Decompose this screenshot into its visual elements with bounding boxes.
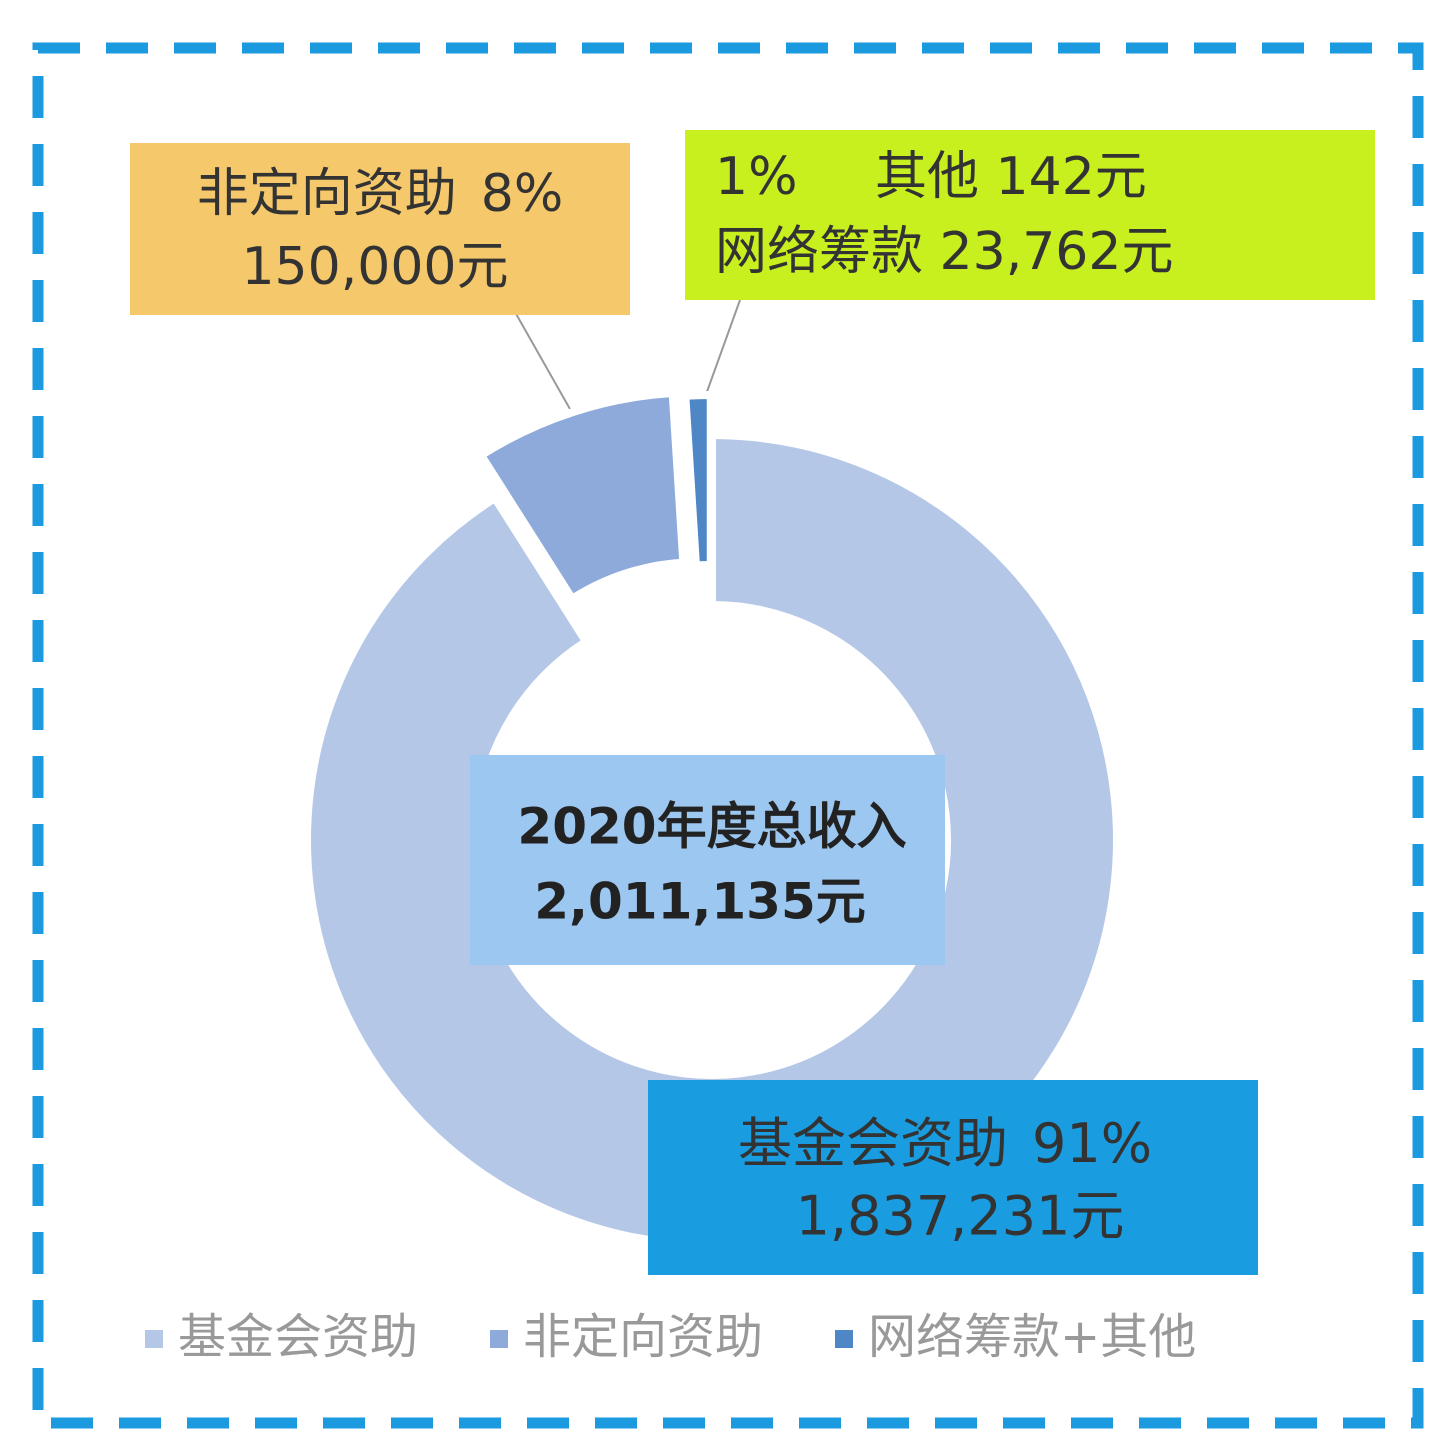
callout-box	[685, 130, 1375, 300]
center-title: 2020年度总收入	[517, 798, 906, 856]
dashed-frame	[32, 42, 1424, 1429]
legend-swatch	[145, 1330, 163, 1348]
center-subtitle: 2,011,135元	[534, 873, 866, 931]
callout-amount: 其他 142元	[875, 147, 1147, 207]
callout-amount: 网络筹款 23,762元	[715, 222, 1173, 282]
legend-swatch	[490, 1330, 508, 1348]
donut-slice	[303, 430, 1121, 1249]
center-box	[470, 755, 945, 965]
donut-slice	[681, 391, 715, 570]
callout-amount: 1,837,231元	[796, 1185, 1125, 1248]
legend-label: 基金会资助	[178, 1309, 418, 1365]
callout-label: 非定向资助 8%	[197, 164, 564, 224]
label-part: 91%	[1032, 1112, 1152, 1175]
callout-box	[648, 1080, 1258, 1275]
legend-label: 网络筹款+其他	[868, 1309, 1196, 1365]
callout-label: 基金会资助 91%	[738, 1112, 1152, 1175]
label-part: 基金会资助	[738, 1112, 1008, 1175]
label-part: 非定向资助	[197, 164, 457, 224]
callout-label: 1%	[715, 147, 798, 207]
callout-amount: 150,000元	[241, 237, 508, 297]
callout-box	[130, 143, 630, 315]
donut-slice	[475, 388, 688, 605]
legend-swatch	[835, 1330, 853, 1348]
legend-label: 非定向资助	[523, 1309, 763, 1365]
label-part: 8%	[481, 164, 564, 224]
